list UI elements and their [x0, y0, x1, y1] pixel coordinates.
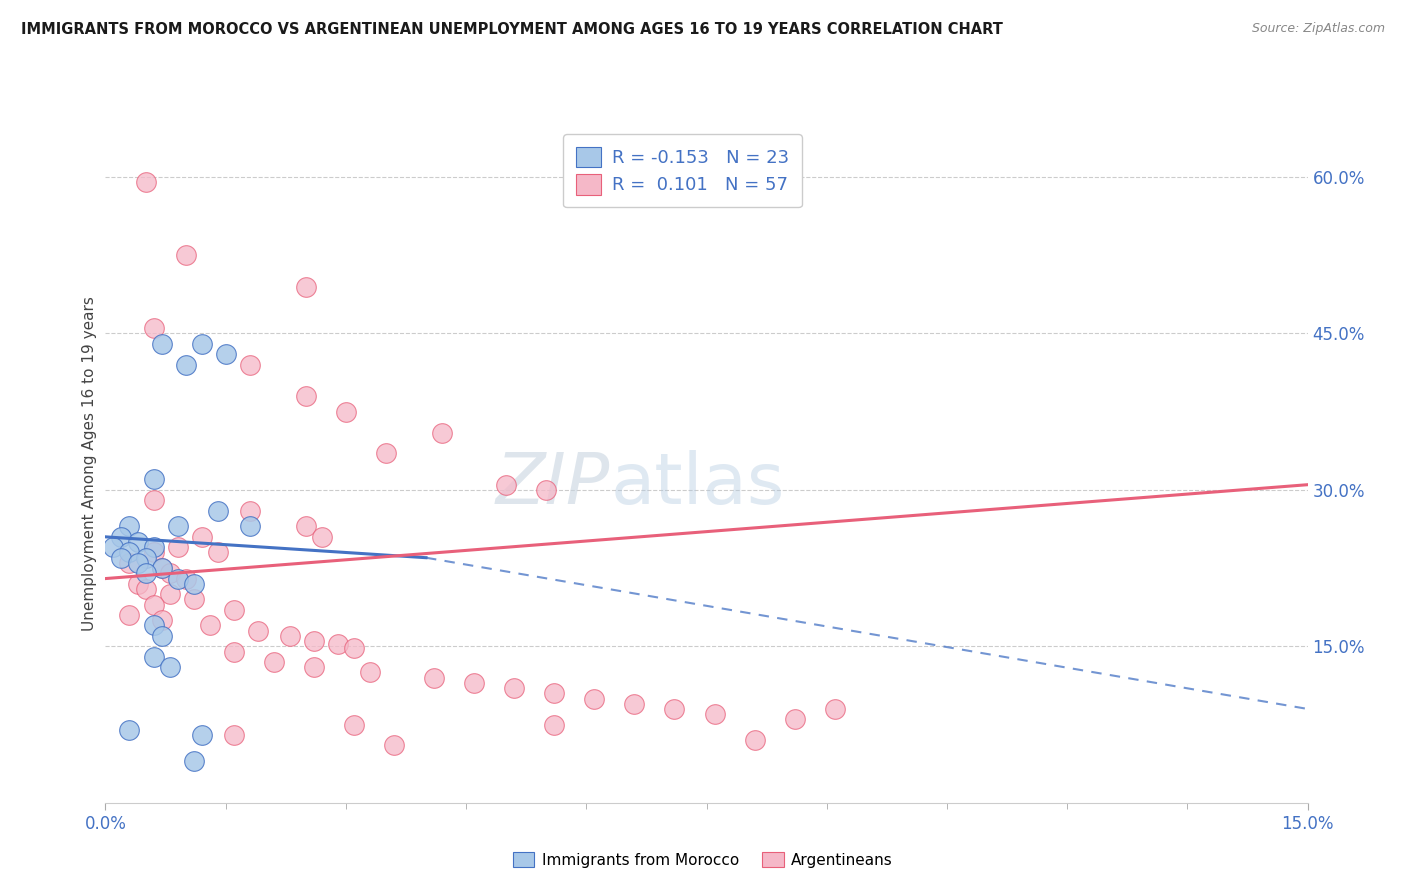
Point [302, 634, 325, 648]
Point [118, 723, 141, 737]
Point [623, 697, 645, 711]
Point [503, 681, 526, 695]
Point [118, 519, 141, 533]
Point [174, 248, 197, 262]
Point [174, 572, 197, 586]
Point [463, 676, 485, 690]
Point [183, 592, 205, 607]
Y-axis label: Unemployment Among Ages 16 to 19 years: Unemployment Among Ages 16 to 19 years [82, 296, 97, 632]
Point [239, 519, 262, 533]
Point [326, 637, 349, 651]
Text: ZIP: ZIP [496, 450, 610, 518]
Point [543, 717, 565, 731]
Point [190, 728, 212, 742]
Text: atlas: atlas [610, 450, 785, 518]
Point [174, 358, 197, 372]
Point [135, 175, 157, 189]
Point [534, 483, 557, 497]
Point [166, 572, 188, 586]
Point [150, 613, 173, 627]
Point [382, 739, 405, 753]
Point [127, 576, 149, 591]
Point [430, 425, 453, 440]
Point [142, 473, 165, 487]
Point [166, 541, 188, 555]
Point [543, 686, 565, 700]
Point [744, 733, 766, 747]
Point [183, 754, 205, 768]
Point [222, 644, 245, 658]
Point [343, 641, 366, 656]
Point [118, 556, 141, 570]
Point [359, 665, 381, 680]
Point [239, 504, 262, 518]
Point [166, 519, 188, 533]
Point [239, 358, 262, 372]
Point [142, 545, 165, 559]
Point [302, 660, 325, 674]
Point [824, 702, 846, 716]
Point [664, 702, 686, 716]
Point [311, 530, 333, 544]
Legend: R = -0.153   N = 23, R =  0.101   N = 57: R = -0.153 N = 23, R = 0.101 N = 57 [564, 134, 801, 207]
Point [295, 279, 318, 293]
Point [142, 598, 165, 612]
Point [159, 660, 181, 674]
Point [190, 530, 212, 544]
Point [222, 728, 245, 742]
Point [783, 712, 806, 726]
Point [135, 582, 157, 596]
Point [222, 603, 245, 617]
Point [198, 618, 221, 632]
Point [142, 649, 165, 664]
Point [150, 561, 173, 575]
Point [278, 629, 301, 643]
Point [207, 545, 229, 559]
Point [335, 405, 357, 419]
Point [214, 347, 236, 361]
Point [183, 576, 205, 591]
Text: IMMIGRANTS FROM MOROCCO VS ARGENTINEAN UNEMPLOYMENT AMONG AGES 16 TO 19 YEARS CO: IMMIGRANTS FROM MOROCCO VS ARGENTINEAN U… [21, 22, 1002, 37]
Point [207, 504, 229, 518]
Point [295, 519, 318, 533]
Point [127, 535, 149, 549]
Point [150, 629, 173, 643]
Legend: Immigrants from Morocco, Argentineans: Immigrants from Morocco, Argentineans [508, 846, 898, 873]
Point [246, 624, 269, 638]
Point [103, 541, 125, 555]
Point [374, 446, 398, 460]
Point [127, 556, 149, 570]
Point [142, 493, 165, 508]
Point [142, 541, 165, 555]
Point [142, 321, 165, 335]
Point [263, 655, 285, 669]
Point [423, 671, 446, 685]
Point [135, 550, 157, 565]
Point [118, 608, 141, 623]
Point [343, 717, 366, 731]
Point [142, 618, 165, 632]
Point [150, 337, 173, 351]
Point [118, 545, 141, 559]
Point [583, 691, 606, 706]
Text: Source: ZipAtlas.com: Source: ZipAtlas.com [1251, 22, 1385, 36]
Point [295, 389, 318, 403]
Point [159, 566, 181, 581]
Point [150, 561, 173, 575]
Point [110, 530, 132, 544]
Point [495, 477, 517, 491]
Point [135, 566, 157, 581]
Point [110, 550, 132, 565]
Point [190, 337, 212, 351]
Point [159, 587, 181, 601]
Point [703, 707, 725, 722]
